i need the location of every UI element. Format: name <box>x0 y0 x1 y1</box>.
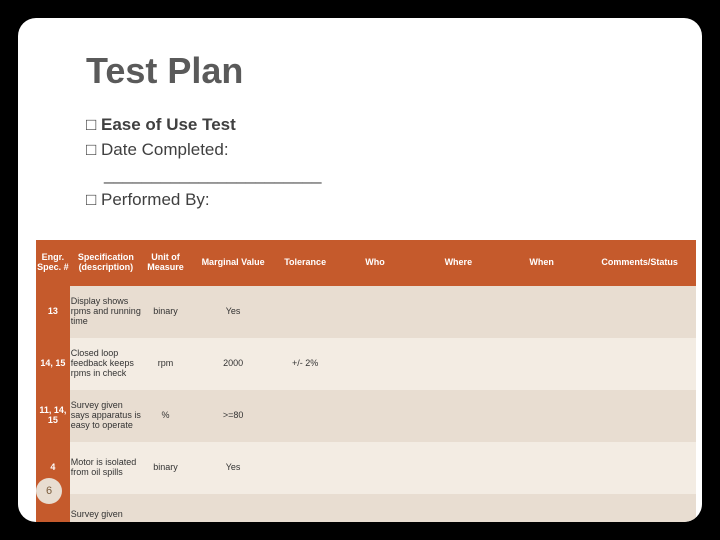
table-cell: 13 <box>36 286 70 338</box>
table-cell <box>500 286 583 338</box>
table-cell: Survey given says <box>70 494 142 522</box>
bullet-list: □ Ease of Use Test □ Date Completed: ___… <box>86 114 321 214</box>
table-cell <box>583 442 696 494</box>
table-cell <box>333 286 416 338</box>
table-cell: 2000 <box>189 338 277 390</box>
table-cell <box>583 338 696 390</box>
bullet-ease-of-use: □ Ease of Use Test <box>86 114 321 137</box>
table-cell: Yes <box>189 442 277 494</box>
table-header-cell: Engr. Spec. # <box>36 240 70 286</box>
table-header-cell: Unit of Measure <box>142 240 189 286</box>
table-cell <box>417 494 500 522</box>
table-cell <box>500 338 583 390</box>
table-cell <box>500 494 583 522</box>
table-cell <box>417 390 500 442</box>
table-cell <box>583 390 696 442</box>
checkbox-icon: □ <box>86 140 101 159</box>
table-cell <box>277 390 333 442</box>
table-cell <box>333 494 416 522</box>
table-cell <box>500 442 583 494</box>
table-body: 13Display shows rpms and running timebin… <box>36 286 696 522</box>
table-cell <box>277 442 333 494</box>
table-header-row: Engr. Spec. #Specification (description)… <box>36 240 696 286</box>
table-cell <box>189 494 277 522</box>
bullet-text: Performed By: <box>101 190 210 209</box>
table-row: Survey given says <box>36 494 696 522</box>
slide-number: 6 <box>46 485 52 497</box>
table-cell: binary <box>142 286 189 338</box>
table-cell: Survey given says apparatus is easy to o… <box>70 390 142 442</box>
table-cell: rpm <box>142 338 189 390</box>
table-cell: Motor is isolated from oil spills <box>70 442 142 494</box>
table-cell <box>417 442 500 494</box>
table-cell <box>333 390 416 442</box>
table-header-cell: Comments/Status <box>583 240 696 286</box>
table-header-cell: Where <box>417 240 500 286</box>
table-row: 14, 15Closed loop feedback keeps rpms in… <box>36 338 696 390</box>
checkbox-icon: □ <box>86 115 101 134</box>
bullet-text: Ease of Use Test <box>101 115 236 134</box>
table-cell <box>333 442 416 494</box>
slide: Test Plan □ Ease of Use Test □ Date Comp… <box>18 18 702 522</box>
table-header-cell: Marginal Value <box>189 240 277 286</box>
checkbox-icon: □ <box>86 190 101 209</box>
table-cell: % <box>142 390 189 442</box>
bullet-text: Date Completed: <box>101 140 229 159</box>
table-header-cell: Who <box>333 240 416 286</box>
table-cell: Yes <box>189 286 277 338</box>
table-cell: Display shows rpms and running time <box>70 286 142 338</box>
table-cell <box>500 390 583 442</box>
table-cell <box>583 494 696 522</box>
table-row: 13Display shows rpms and running timebin… <box>36 286 696 338</box>
table-cell <box>417 286 500 338</box>
bullet-date-completed: □ Date Completed: <box>86 139 321 162</box>
test-plan-table: Engr. Spec. #Specification (description)… <box>36 240 696 522</box>
table-cell <box>417 338 500 390</box>
slide-number-badge: 6 <box>36 478 62 504</box>
table-row: 4Motor is isolated from oil spillsbinary… <box>36 442 696 494</box>
table-cell <box>583 286 696 338</box>
table-header-cell: Tolerance <box>277 240 333 286</box>
bullet-performed-by: □ Performed By: <box>86 189 321 212</box>
table-row: 11, 14, 15Survey given says apparatus is… <box>36 390 696 442</box>
table: Engr. Spec. #Specification (description)… <box>36 240 696 522</box>
table-cell <box>142 494 189 522</box>
slide-title: Test Plan <box>86 50 243 92</box>
table-cell: 14, 15 <box>36 338 70 390</box>
table-cell: binary <box>142 442 189 494</box>
table-header-cell: When <box>500 240 583 286</box>
table-cell <box>277 286 333 338</box>
table-cell: +/- 2% <box>277 338 333 390</box>
table-cell: 11, 14, 15 <box>36 390 70 442</box>
table-cell: >=80 <box>189 390 277 442</box>
table-header-cell: Specification (description) <box>70 240 142 286</box>
table-cell: Closed loop feedback keeps rpms in check <box>70 338 142 390</box>
table-cell <box>277 494 333 522</box>
table-cell <box>333 338 416 390</box>
underline-blank: _______________________ <box>104 164 321 187</box>
